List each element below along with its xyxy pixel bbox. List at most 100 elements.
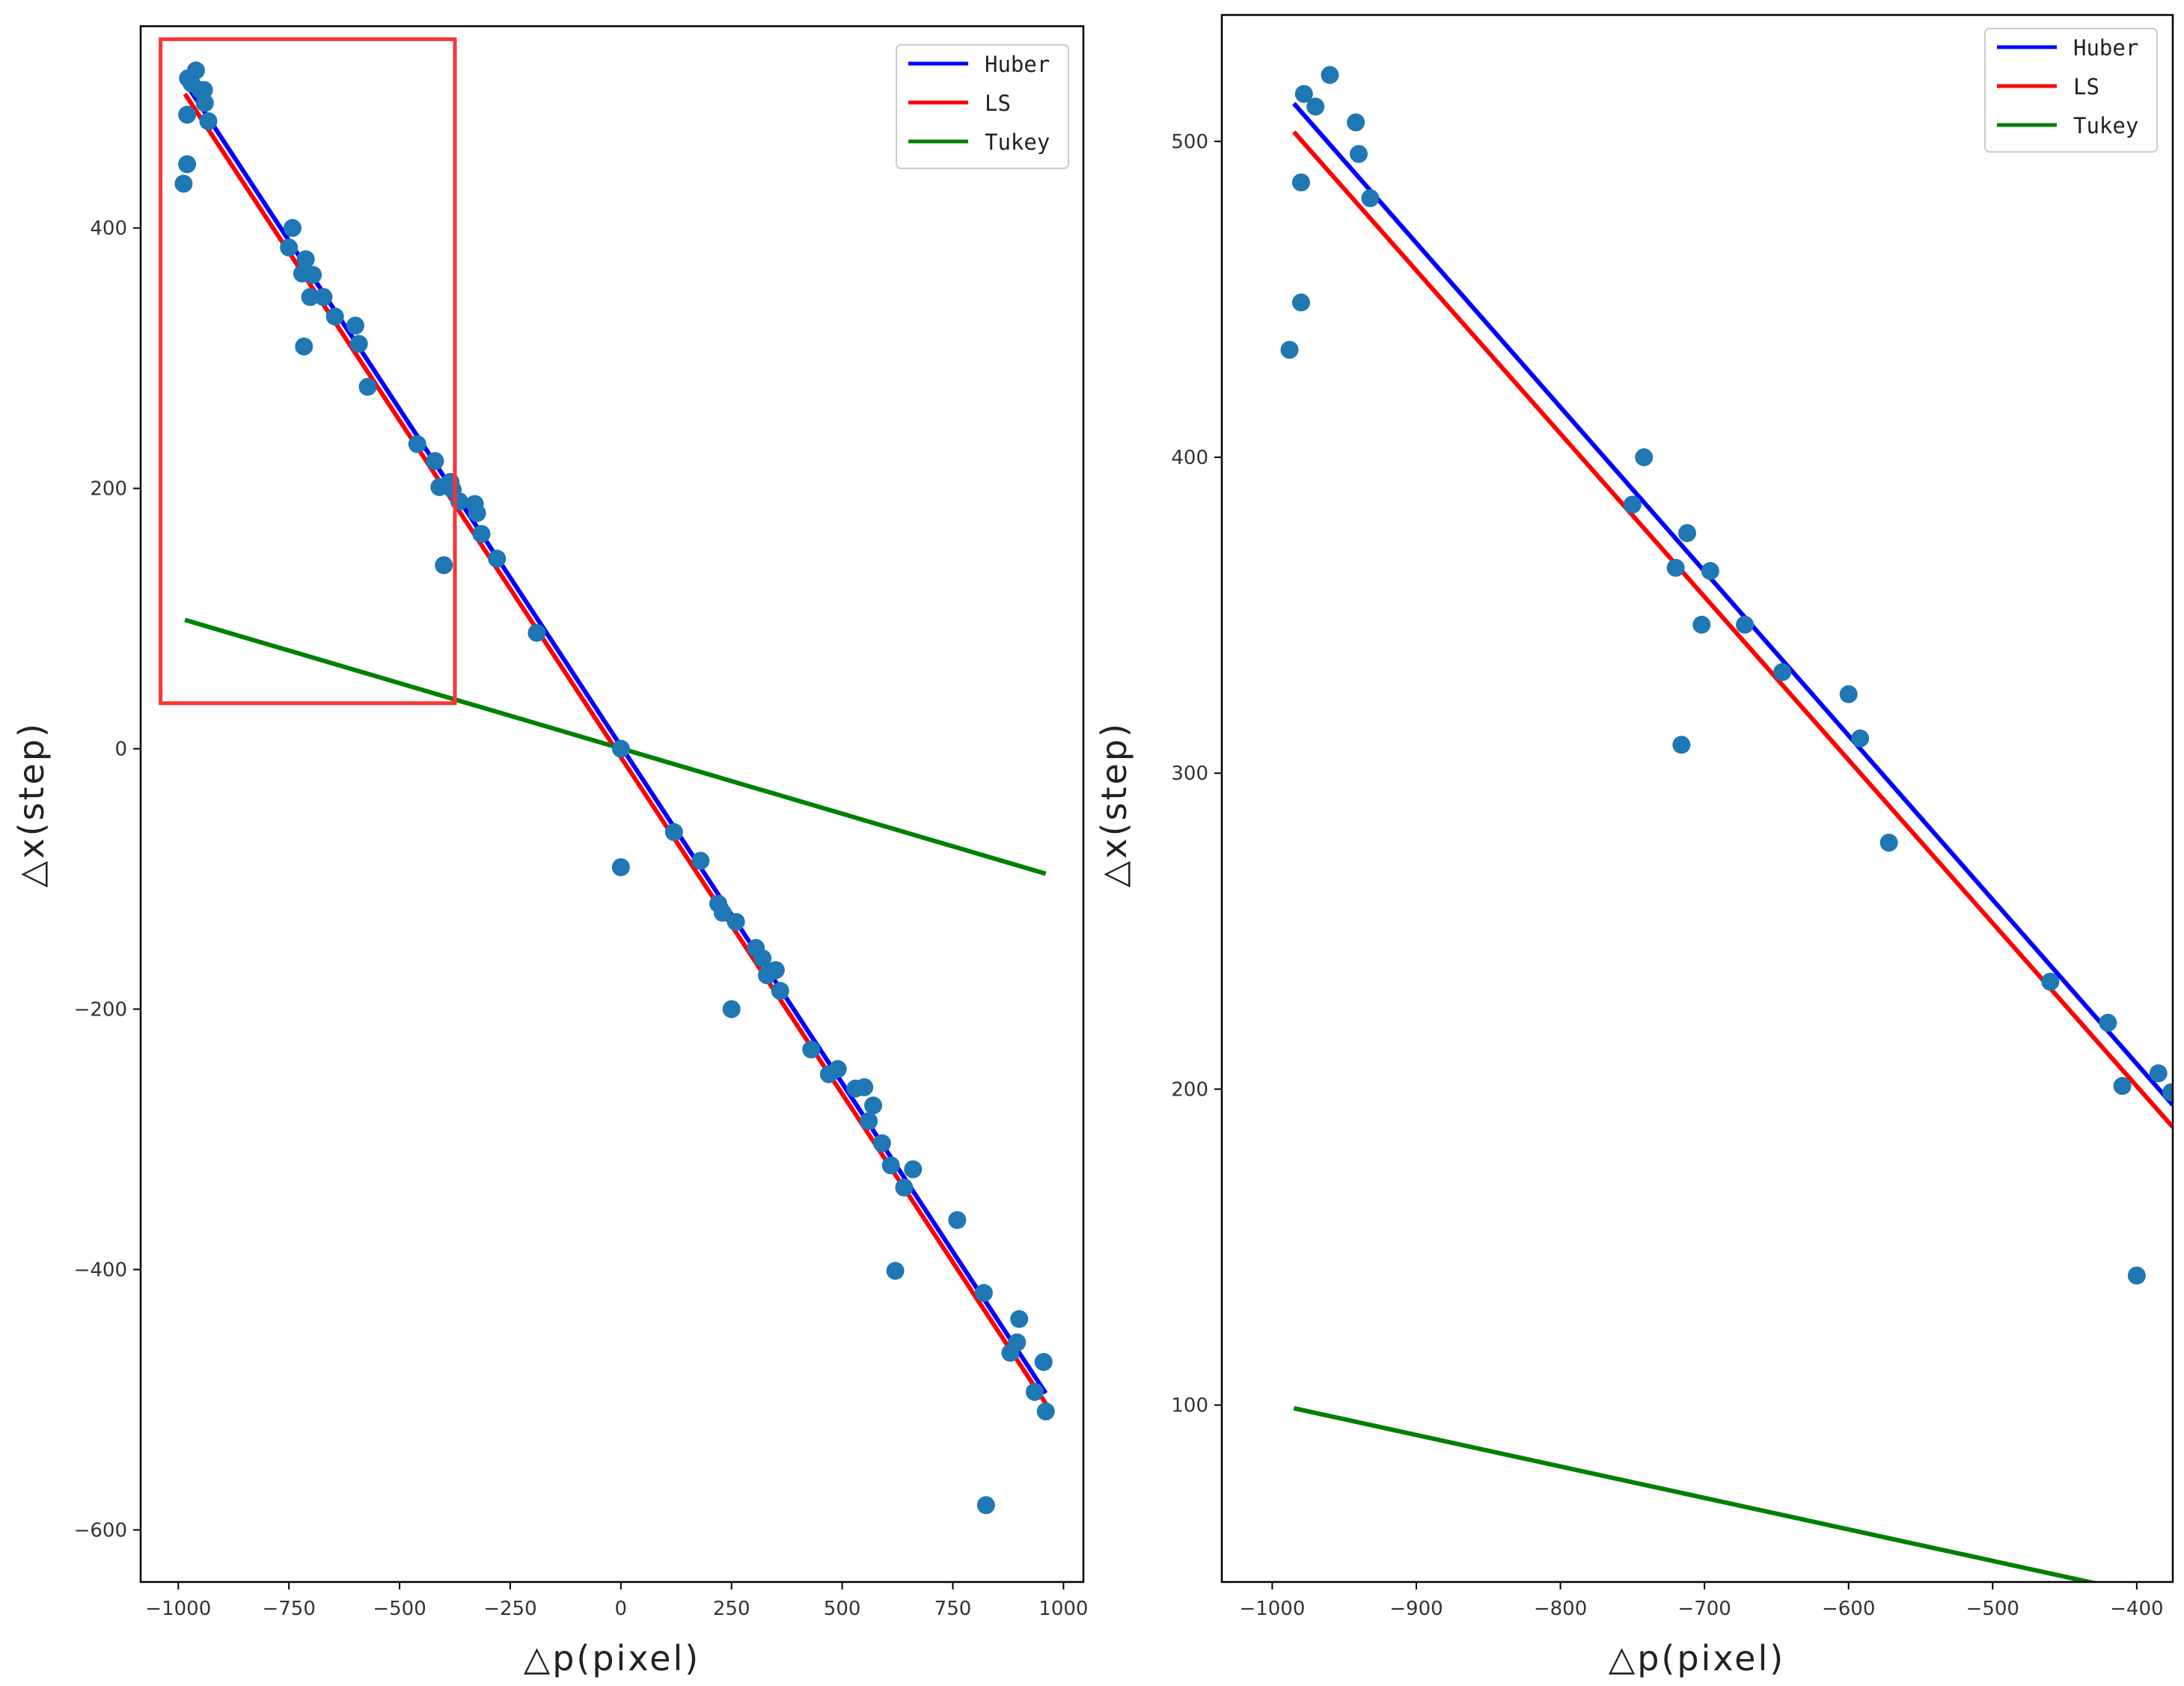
left-data-point: [283, 219, 302, 237]
right-line-tukey: [1293, 1405, 2100, 1582]
right-x-axis-label: △p(pixel): [1609, 1638, 1785, 1679]
left-legend-label-huber: Huber: [985, 52, 1050, 77]
left-data-point: [296, 250, 315, 269]
right-data-point: [1851, 729, 1870, 748]
left-data-point: [713, 903, 732, 922]
left-data-point: [976, 1496, 995, 1515]
left-data-point: [349, 335, 368, 353]
left-data-point: [295, 337, 313, 355]
left-data-point: [860, 1112, 878, 1131]
left-data-point: [426, 452, 444, 471]
right-data-point: [2099, 1013, 2117, 1032]
left-x-tick-label: −1000: [145, 1598, 211, 1620]
left-data-point: [358, 377, 377, 396]
right-y-tick-label: 500: [1171, 131, 1208, 153]
left-data-point: [1036, 1402, 1055, 1421]
right-axis-ticks: −1000 −900 −800 −700 −600 −500 −400 100 200 300 40…: [1171, 131, 2163, 1620]
left-y-axis-label: △x(step): [11, 721, 52, 888]
left-chart: −1000 −750 −500 −250 0 250 500 750 1000 −600 −400 −…: [11, 25, 1089, 1679]
right-data-point: [1280, 340, 1299, 359]
left-data-point: [178, 106, 197, 124]
left-data-point: [174, 174, 193, 193]
left-x-tick-label: −250: [483, 1598, 536, 1620]
right-data-point: [1736, 615, 1755, 634]
right-x-tick-label: −1000: [1239, 1598, 1305, 1620]
left-data-point: [664, 822, 683, 841]
right-x-tick-label: −700: [1677, 1598, 1731, 1620]
left-data-point: [186, 61, 205, 80]
left-data-point: [488, 549, 507, 568]
left-data-point: [472, 525, 491, 543]
left-data-point: [1008, 1333, 1027, 1351]
right-legend-label-tukey: Tukey: [2073, 113, 2138, 138]
right-data-point: [1294, 85, 1313, 103]
right-legend-label-ls: LS: [2073, 74, 2099, 100]
right-scatter-points: [1280, 66, 2173, 1285]
left-data-point: [881, 1156, 900, 1175]
left-x-tick-label: 500: [824, 1598, 861, 1620]
right-data-point: [2149, 1064, 2168, 1083]
left-data-point: [766, 961, 785, 980]
right-plot-frame: [1220, 13, 2174, 1583]
right-data-point: [1306, 97, 1325, 116]
left-y-tick-label: −400: [74, 1259, 127, 1281]
left-data-point: [314, 287, 333, 306]
right-data-point: [1678, 524, 1697, 543]
right-data-point: [1672, 736, 1691, 754]
right-y-tick-label: 200: [1171, 1078, 1208, 1101]
left-x-axis-label: △p(pixel): [524, 1638, 700, 1679]
left-data-point: [195, 81, 213, 100]
left-data-point: [771, 982, 789, 1001]
left-data-point: [408, 435, 426, 453]
right-data-point: [2041, 972, 2060, 991]
left-plot-frame: [139, 25, 1085, 1583]
left-highlight-box: [159, 37, 457, 706]
right-data-point: [1321, 66, 1339, 85]
left-data-point: [304, 266, 322, 284]
left-data-point: [346, 317, 364, 335]
right-data-point: [1349, 144, 1368, 163]
left-data-point: [753, 949, 772, 968]
left-axis-ticks: −1000 −750 −500 −250 0 250 500 750 1000 −600 −400 −…: [74, 218, 1089, 1620]
left-data-point: [722, 1000, 741, 1018]
left-data-point: [611, 739, 630, 758]
left-data-point: [611, 858, 630, 876]
right-y-tick-label: 400: [1171, 447, 1208, 469]
left-legend-label-tukey: Tukey: [985, 129, 1050, 155]
right-line-huber: [1292, 102, 2173, 1107]
left-x-tick-label: 0: [615, 1598, 628, 1620]
left-y-tick-label: −200: [74, 999, 127, 1021]
left-data-point: [195, 94, 214, 112]
right-data-point: [1666, 558, 1685, 577]
right-legend-frame: [1984, 28, 2158, 153]
right-data-point: [1839, 685, 1858, 703]
right-data-point: [1692, 615, 1711, 634]
left-x-tick-label: 750: [935, 1598, 972, 1620]
left-x-tick-label: 250: [713, 1598, 750, 1620]
right-x-tick-label: −900: [1389, 1598, 1443, 1620]
left-x-tick-label: −750: [262, 1598, 315, 1620]
left-data-point: [864, 1096, 883, 1115]
right-x-tick-label: −500: [1966, 1598, 2019, 1620]
left-data-point: [948, 1211, 967, 1230]
right-chart: −1000 −900 −800 −700 −600 −500 −400 100 200 300 40…: [1094, 13, 2174, 1679]
left-data-point: [691, 852, 710, 870]
left-y-tick-label: 400: [90, 218, 127, 240]
right-data-point: [1347, 113, 1365, 132]
left-data-point: [178, 155, 197, 174]
right-data-point: [1291, 173, 1310, 192]
right-line-ls: [1292, 130, 2173, 1129]
left-data-point: [1025, 1382, 1044, 1401]
right-data-point: [1623, 495, 1642, 514]
left-y-tick-label: 0: [114, 739, 127, 761]
right-data-point: [1291, 293, 1310, 312]
left-legend: Huber LS Tukey: [896, 44, 1069, 169]
left-data-point: [727, 912, 745, 931]
right-fit-lines: [1292, 102, 2173, 1582]
left-data-point: [325, 307, 344, 326]
right-y-axis-label: △x(step): [1094, 721, 1134, 888]
right-x-tick-label: −400: [2110, 1598, 2163, 1620]
left-legend-label-ls: LS: [985, 91, 1011, 116]
right-data-point: [2127, 1266, 2146, 1285]
